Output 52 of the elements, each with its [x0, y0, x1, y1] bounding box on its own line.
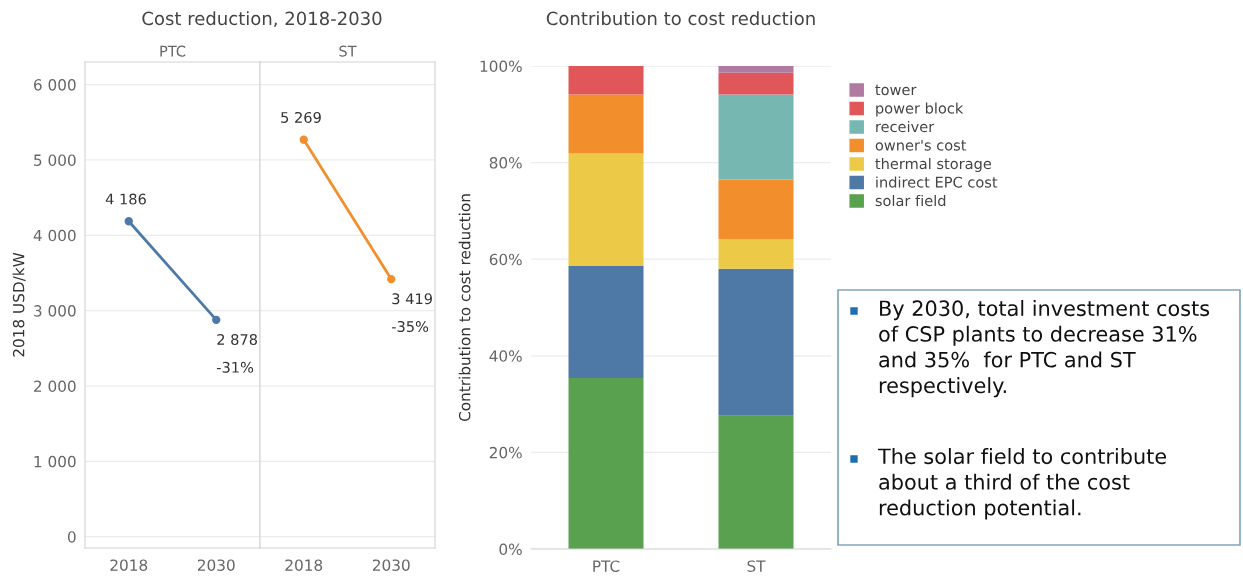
- y-tick-label: 4 000: [33, 229, 76, 242]
- legend-label: tower: [875, 84, 917, 96]
- text: The solar field to contribute about a third of the cost reduction potential.: [877, 448, 1167, 520]
- bar: [718, 415, 794, 549]
- y-tick-label: 5 000: [34, 154, 76, 166]
- y-tick-label: 40%: [489, 350, 522, 362]
- y-tick-label: 3 000: [34, 305, 76, 317]
- x-tick-label: 2030: [197, 559, 235, 571]
- y-axis-title: 2018 USD/kW: [12, 252, 26, 357]
- bar: [568, 153, 644, 266]
- chart-title: Contribution to cost reduction: [546, 11, 815, 26]
- legend-label: owner's cost: [875, 139, 967, 151]
- bar: [718, 66, 794, 73]
- y-tick-label: 2 000: [34, 380, 76, 393]
- data-label: 5 269: [281, 111, 321, 123]
- x-tick-label: ST: [747, 560, 766, 572]
- bar: [718, 238, 794, 269]
- chart-subtitle: ST: [339, 45, 357, 57]
- bar: [718, 94, 794, 180]
- annotation: -31%: [216, 361, 254, 373]
- bar: [568, 94, 644, 154]
- legend-label: receiver: [876, 120, 935, 133]
- y-axis-title: Contribution to cost reduction: [458, 194, 471, 422]
- bar: [718, 72, 794, 95]
- data-label: 2 878: [217, 333, 257, 346]
- legend-label: indirect EPC cost: [876, 176, 998, 188]
- bar: [718, 179, 794, 239]
- chart-title: Cost reduction, 2018-2030: [142, 11, 382, 28]
- x-tick-label: 2030: [372, 559, 410, 571]
- bar: [568, 66, 644, 95]
- text: By 2030, total investment costs of CSP plants to decrease 31% and 35% for PTC and ST respectively.: [879, 300, 1210, 398]
- x-tick-label: PTC: [593, 560, 620, 572]
- y-tick-label: 80%: [489, 157, 522, 169]
- bar: [718, 268, 794, 416]
- x-tick-label: 2018: [110, 559, 148, 571]
- data-label: 3 419: [392, 293, 432, 305]
- legend-label: power block: [876, 102, 964, 117]
- bar: [568, 265, 644, 379]
- annotation: -35%: [391, 321, 429, 333]
- chart-subtitle: PTC: [160, 45, 186, 57]
- y-tick-label: 20%: [489, 446, 522, 459]
- bar: [568, 378, 644, 549]
- y-tick-label: 1 000: [34, 455, 76, 468]
- legend-label: solar field: [875, 194, 946, 207]
- y-tick-label: 60%: [489, 253, 522, 266]
- data-label: 4 186: [105, 193, 146, 205]
- x-tick-label: 2018: [285, 559, 323, 571]
- y-tick-label: 0: [67, 531, 76, 543]
- legend-label: thermal storage: [875, 157, 992, 173]
- y-tick-label: 6 000: [34, 79, 76, 91]
- y-tick-label: 0%: [499, 543, 522, 556]
- y-tick-label: 100%: [480, 60, 522, 73]
